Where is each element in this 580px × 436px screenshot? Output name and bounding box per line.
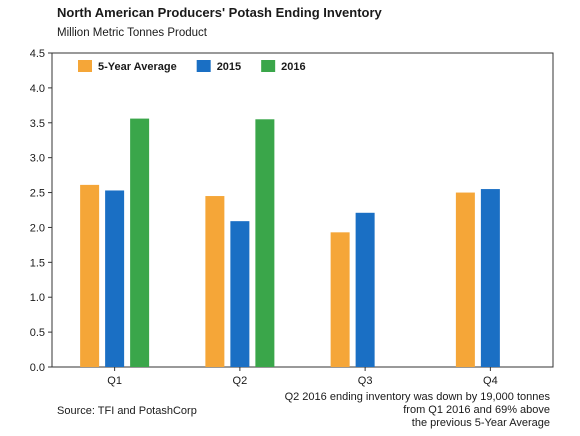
bar	[455, 192, 475, 367]
legend-label: 2016	[281, 61, 305, 73]
annotation-line: Q2 2016 ending inventory was down by 19,…	[284, 391, 550, 403]
y-tick-label: 1.5	[30, 257, 45, 269]
bar	[205, 196, 225, 367]
y-tick-label: 0.0	[30, 362, 45, 374]
bar	[355, 212, 375, 367]
x-tick-label: Q4	[483, 375, 498, 387]
y-tick-label: 1.0	[30, 292, 45, 304]
y-tick-label: 4.5	[30, 48, 45, 60]
legend-swatch	[196, 60, 211, 72]
bar	[80, 184, 100, 367]
annotation-note: Q2 2016 ending inventory was down by 19,…	[285, 391, 550, 430]
bar	[330, 232, 350, 367]
annotation-line: the previous 5-Year Average	[411, 417, 550, 429]
x-tick-label: Q1	[107, 375, 122, 387]
y-tick-label: 4.0	[30, 83, 45, 95]
y-tick-label: 3.5	[30, 118, 45, 130]
bar	[130, 118, 150, 367]
source-note: Source: TFI and PotashCorp	[57, 405, 197, 417]
bar	[255, 119, 275, 368]
legend-label: 5-Year Average	[98, 61, 177, 73]
chart-subtitle: Million Metric Tonnes Product	[57, 27, 207, 39]
bar	[105, 190, 125, 367]
y-tick-label: 0.5	[30, 327, 45, 339]
chart-title: North American Producers' Potash Ending …	[57, 5, 382, 20]
bar	[480, 189, 500, 367]
x-tick-label: Q2	[233, 375, 248, 387]
plot-frame	[51, 52, 554, 368]
bar	[230, 221, 250, 367]
y-tick-label: 3.0	[30, 153, 45, 165]
x-tick-label: Q3	[358, 375, 373, 387]
legend-swatch	[261, 60, 276, 72]
annotation-line: from Q1 2016 and 69% above	[403, 404, 550, 416]
legend-swatch	[78, 60, 92, 72]
y-tick-label: 2.0	[30, 222, 45, 234]
legend-label: 2015	[217, 61, 241, 73]
y-tick-label: 2.5	[30, 188, 45, 200]
